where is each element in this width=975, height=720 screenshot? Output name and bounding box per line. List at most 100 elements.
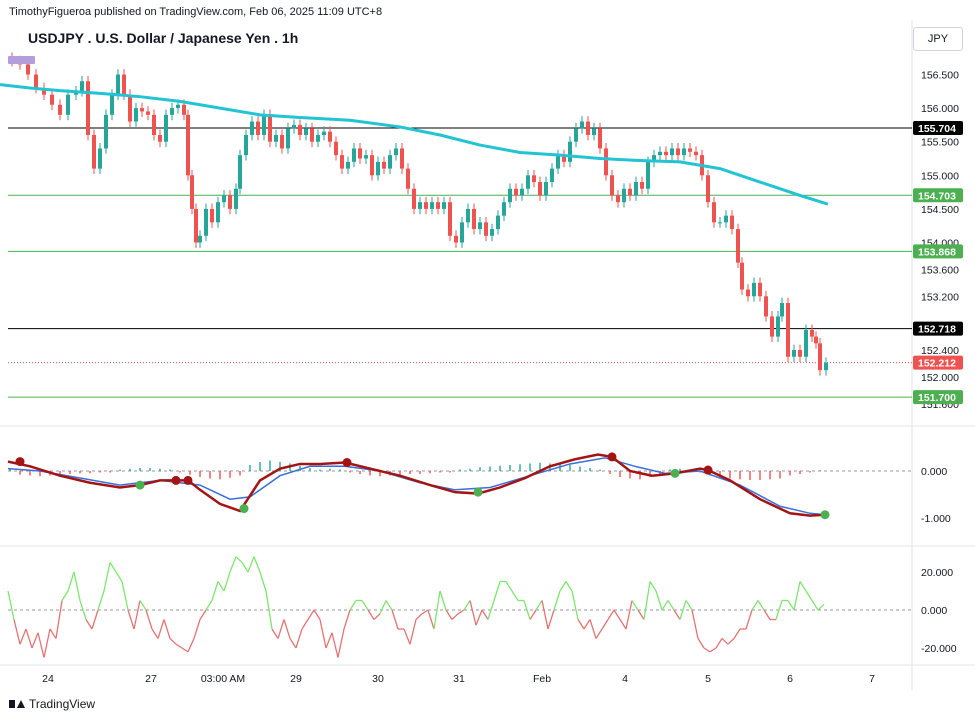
- cci-line-segment: [331, 632, 339, 658]
- histogram-bar: [799, 471, 801, 475]
- cci-line-segment: [685, 600, 693, 611]
- cci-line-segment: [433, 590, 441, 630]
- histogram-bar: [719, 471, 721, 478]
- cci-line-segment: [445, 609, 453, 620]
- candle-body: [712, 202, 716, 223]
- histogram-bar: [39, 471, 41, 477]
- candle-body: [592, 128, 596, 135]
- histogram-bar: [819, 470, 821, 471]
- cci-line-segment: [157, 619, 165, 639]
- candle-body: [310, 128, 314, 142]
- cci-line-segment: [373, 613, 381, 620]
- cci-line-segment: [673, 609, 681, 620]
- candle-body: [472, 208, 476, 230]
- candle-body: [322, 131, 326, 135]
- histogram-bar: [199, 471, 201, 478]
- cci-line-segment: [511, 590, 519, 601]
- cci-line-segment: [547, 609, 555, 630]
- candle-body: [80, 81, 84, 92]
- candle-body: [764, 296, 768, 317]
- histogram-bar: [739, 471, 741, 480]
- candle-body: [164, 114, 168, 142]
- histogram-bar: [439, 471, 441, 473]
- candle-body: [544, 182, 548, 196]
- candle-body: [228, 195, 232, 209]
- cci-line-segment: [19, 628, 27, 645]
- cci-line-segment: [715, 638, 723, 649]
- cci-line-segment: [73, 571, 81, 601]
- cci-line-segment: [235, 556, 243, 563]
- candle-body: [334, 141, 338, 156]
- candle-body: [170, 108, 174, 115]
- histogram-bar: [239, 471, 241, 476]
- currency-selector[interactable]: JPY: [913, 27, 963, 51]
- candle-body: [50, 94, 54, 105]
- histogram-bar: [249, 464, 251, 471]
- candle-body: [382, 161, 386, 169]
- cci-line-segment: [109, 562, 117, 573]
- candle-body: [238, 155, 242, 189]
- cci-line-segment: [265, 590, 273, 630]
- candle-body: [116, 74, 120, 95]
- histogram-bar: [729, 471, 731, 479]
- cci-line-segment: [697, 638, 705, 649]
- cci-line-segment: [613, 609, 621, 620]
- cci-line-segment: [295, 628, 303, 649]
- candle-body: [256, 121, 260, 135]
- cci-line-segment: [553, 590, 561, 611]
- candle-body: [186, 114, 190, 176]
- candle-body: [676, 148, 680, 156]
- cci-line-segment: [229, 556, 237, 573]
- cci-line-segment: [805, 590, 813, 601]
- cci-line-segment: [199, 609, 207, 620]
- candle-body: [746, 289, 750, 297]
- signal-dot: [135, 480, 145, 490]
- candle-body: [268, 114, 272, 142]
- histogram-bar: [149, 467, 151, 471]
- level-price-label: 151.700: [918, 392, 956, 404]
- cci-line-segment: [379, 600, 387, 615]
- cci-line-segment: [313, 609, 321, 620]
- histogram-bar: [779, 471, 781, 479]
- candle-body: [568, 141, 572, 162]
- cci-line-segment: [721, 638, 729, 645]
- cci-line-segment: [571, 590, 579, 620]
- footer-brand[interactable]: TradingView: [9, 697, 95, 711]
- candle-body: [104, 114, 108, 149]
- candle-body: [340, 155, 344, 169]
- candle-body: [98, 148, 102, 169]
- signal-dot: [342, 458, 352, 468]
- cci-line-segment: [367, 609, 375, 620]
- histogram-bar: [629, 471, 631, 479]
- histogram-bar: [119, 469, 121, 471]
- histogram-bar: [789, 471, 791, 476]
- time-axis-label: 5: [705, 673, 711, 685]
- candle-body: [730, 215, 734, 230]
- oscillator-tick-label: -1.000: [921, 513, 951, 525]
- candle-body: [436, 202, 440, 209]
- candle-body: [328, 131, 332, 142]
- cci-line-segment: [649, 581, 657, 592]
- histogram-bar: [29, 471, 31, 476]
- histogram-bar: [69, 471, 71, 475]
- cci-line-segment: [763, 609, 771, 620]
- level-price-label: 154.703: [918, 190, 956, 202]
- candle-body: [394, 148, 398, 156]
- price-tick-label: 153.200: [921, 291, 959, 303]
- histogram-bar: [529, 463, 531, 471]
- candle-body: [234, 188, 238, 209]
- signal-dot: [670, 468, 680, 478]
- signal-dot: [183, 475, 193, 485]
- histogram-bar: [669, 469, 671, 471]
- cci-line-segment: [607, 609, 615, 620]
- time-axis-label: 30: [372, 673, 384, 685]
- cci-line-segment: [787, 600, 795, 611]
- time-axis-label: Feb: [533, 673, 551, 685]
- time-axis-label: 7: [869, 673, 875, 685]
- cci-line-segment: [559, 581, 567, 592]
- cci-line-segment: [505, 581, 513, 592]
- candle-body: [298, 124, 302, 135]
- cci-line-segment: [361, 600, 369, 611]
- candle-body: [634, 182, 638, 196]
